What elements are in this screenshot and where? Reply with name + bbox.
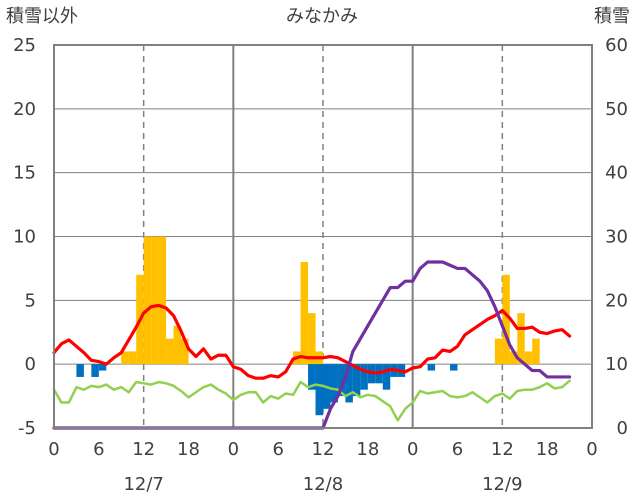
bar [427,364,436,371]
date-label: 12/9 [482,474,522,495]
series-line [52,303,572,380]
x-tick-label: 18 [536,439,559,460]
left-tick-label: 25 [13,35,36,56]
bar [300,262,309,365]
bar [509,351,518,365]
bar [91,364,99,377]
right-axis-label: 積雪 [594,6,630,27]
right-tick-label: 0 [617,418,628,439]
bar [308,364,316,390]
x-tick-label: 0 [228,439,239,460]
bar [315,364,323,416]
date-labels: 12/7 12/8 12/9 [123,474,522,495]
series-line [52,260,572,430]
bar [450,364,458,371]
bar [337,364,346,397]
x-tick-label: 18 [356,439,379,460]
right-tick-label: 50 [605,99,628,120]
left-axis-ticks: -5 0 5 10 15 20 25 [13,35,36,439]
left-tick-label: 20 [13,99,36,120]
plot-frame [53,44,593,429]
x-tick-label: 6 [272,439,283,460]
date-label: 12/8 [303,474,343,495]
x-tick-label: 6 [93,439,104,460]
bar [173,325,182,365]
x-tick-label: 12 [312,439,335,460]
bar [524,351,533,365]
bar [382,364,391,390]
x-tick-label: 0 [48,439,59,460]
right-axis-ticks: 0 10 20 30 40 50 60 [605,35,628,439]
x-tick-label: 6 [452,439,463,460]
right-tick-label: 60 [605,35,628,56]
bar [166,338,174,365]
left-axis-label: 積雪以外 [6,6,78,27]
x-tick-label: 12 [491,439,514,460]
bar [517,313,525,365]
x-tick-label: 12 [132,439,155,460]
left-tick-label: 0 [25,354,36,375]
bar [360,364,368,390]
bar [494,338,503,365]
bar [352,364,361,397]
bar [330,364,338,403]
left-tick-label: 10 [13,227,36,248]
right-tick-label: 20 [605,290,628,311]
right-tick-label: 10 [605,354,628,375]
right-tick-label: 40 [605,163,628,184]
bar [308,313,316,365]
right-tick-label: 30 [605,227,628,248]
bar [76,364,84,377]
x-tick-label: 0 [586,439,597,460]
chart-title: みなかみ [286,6,358,27]
date-label: 12/7 [123,474,163,495]
bar [181,338,189,365]
bar [502,274,510,365]
bar-series [76,236,540,416]
bar [532,338,540,365]
bar [158,236,167,365]
bar [345,364,353,403]
bar [98,364,107,371]
x-tick-label: 18 [177,439,200,460]
bar [121,351,129,365]
bar [128,351,137,365]
x-tick-label: 0 [407,439,418,460]
bar [143,236,152,365]
line-series [52,260,572,430]
left-tick-label: 5 [25,290,36,311]
bar [151,236,159,365]
left-tick-label: 15 [13,163,36,184]
series-line [52,379,571,422]
x-axis-ticks: 0 6 12 18 0 6 12 18 0 6 12 18 0 [48,439,597,460]
left-tick-label: -5 [18,418,36,439]
